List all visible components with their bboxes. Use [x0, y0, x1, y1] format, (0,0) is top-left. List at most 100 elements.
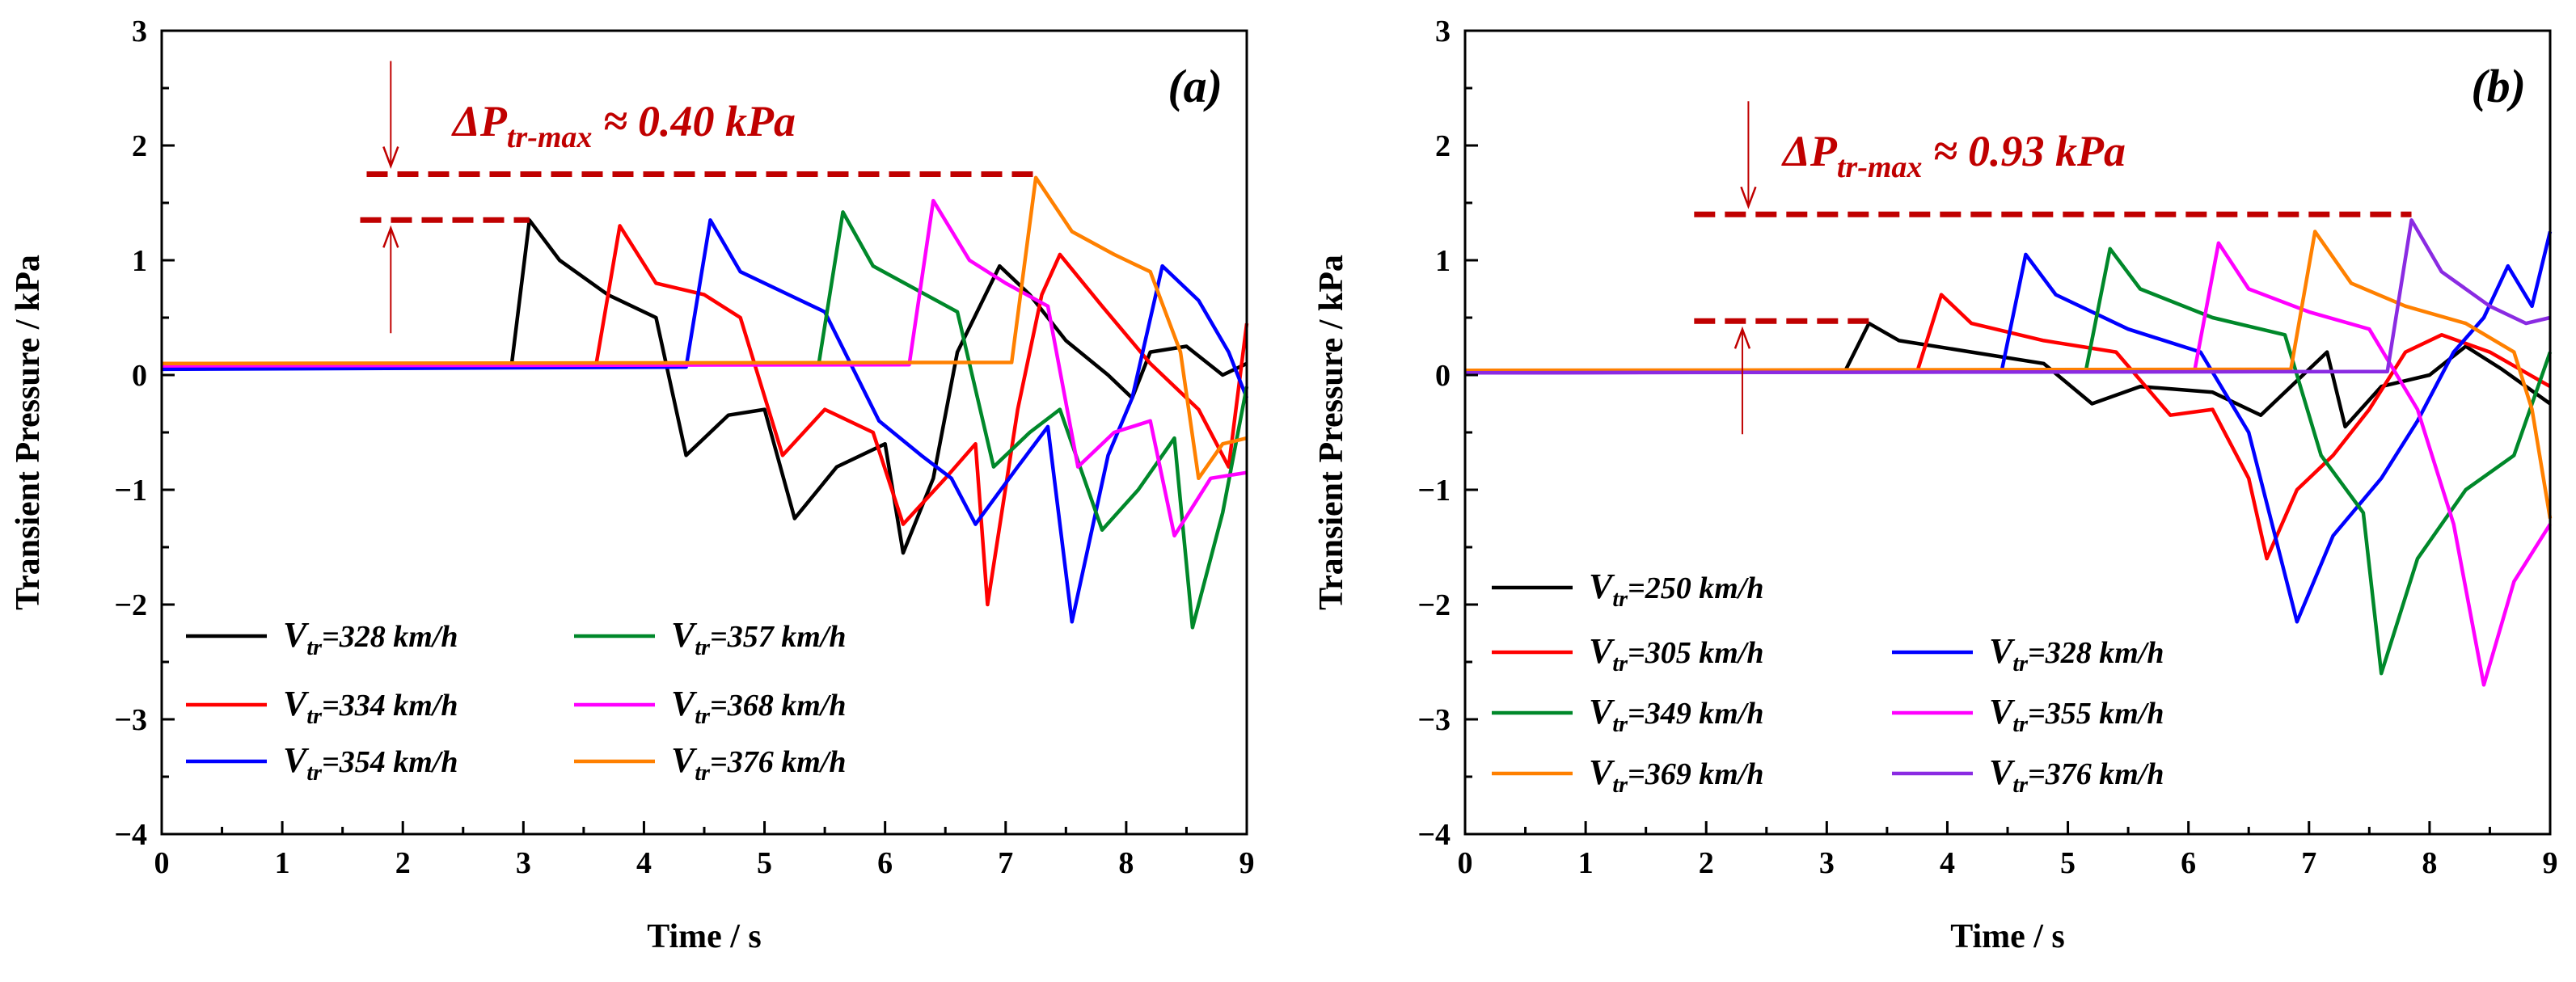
panel-b-legend-v: V [1989, 692, 2016, 731]
panel-a-y-axis-label: Transient Pressure / kPa [10, 255, 47, 610]
panel-b-y-axis-label: Transient Pressure / kPa [1313, 255, 1350, 610]
panel-b-legend-value: =355 km/h [2028, 697, 2164, 731]
panel-b-x-tick-label: 4 [1940, 846, 1955, 880]
panel-a-x-tick-label: 3 [516, 846, 531, 880]
panel-a-legend-entry-354: Vtr=354 km/h [283, 740, 458, 786]
panel-a-x-tick-label: 4 [636, 846, 652, 880]
panel-b-annotation-value: ≈ 0.93 kPa [1922, 127, 2126, 175]
panel-a-legend-value: =357 km/h [710, 620, 846, 654]
panel-b-annotation-delta: ΔP [1781, 127, 1838, 175]
panel-a-legend-value: =368 km/h [710, 689, 846, 723]
panel-b-up-arrow-head [1734, 326, 1751, 349]
panel-a-legend-entry-334: Vtr=334 km/h [283, 684, 458, 729]
panel-a-y-tick-label: −1 [114, 474, 147, 508]
panel-b-series-line-328 [1464, 230, 2553, 624]
panel-a-up-arrow-head [382, 225, 399, 248]
panel-b-y-tick-label: 2 [1435, 129, 1451, 163]
panel-b-legend-value: =349 km/h [1628, 697, 1763, 731]
panel-a-y-tick-label: −2 [114, 588, 147, 622]
panel-a-y-tick-label: 2 [132, 129, 147, 163]
panel-a-y-tick-label: −3 [114, 703, 147, 737]
panel-b-x-tick-label: 3 [1819, 846, 1835, 880]
panel-a-legend-v: V [283, 684, 310, 723]
panel-a-annotation-delta: ΔP [451, 97, 508, 145]
panel-b-legend-value: =328 km/h [2028, 636, 2164, 670]
panel-b-legend-sub: tr [1612, 587, 1628, 612]
panel-b-annotation-subscript: tr-max [1837, 150, 1923, 184]
panel-b-y-tick-label: −3 [1417, 703, 1451, 737]
panel-a-x-axis-label: Time / s [647, 918, 762, 955]
panel-a-series-line-376 [161, 175, 1248, 481]
panel-b-y-tick-label: 3 [1435, 15, 1451, 48]
panel-b-series-line-349 [1464, 247, 2553, 676]
panel-b-x-axis-label: Time / s [1950, 918, 2065, 955]
panel-a-annotation-value: ≈ 0.40 kPa [592, 97, 796, 145]
panel-a-x-tick-label: 8 [1118, 846, 1134, 880]
panel-a-legend-v: V [283, 740, 310, 780]
panel-b-legend-v: V [1589, 631, 1615, 671]
panel-b-y-tick-label: 0 [1435, 359, 1451, 393]
panel-a-y-tick-label: 0 [132, 359, 147, 393]
panel-b-series-line-376 [1464, 218, 2551, 375]
panel-a-legend-sub: tr [306, 704, 323, 729]
panel-a-series-line-334 [161, 224, 1249, 607]
panel-b-series-line-355 [1464, 241, 2552, 687]
panel-b-legend-value: =369 km/h [1628, 757, 1763, 791]
panel-b-legend-sub: tr [2012, 773, 2029, 798]
panel-b-y-tick-label: 1 [1435, 244, 1451, 278]
panel-b-y-tick-label: −1 [1417, 474, 1451, 508]
panel-a-annotation-subscript: tr-max [507, 120, 593, 154]
panel-b-legend-sub: tr [2012, 651, 2029, 676]
panel-b-legend-entry-349: Vtr=349 km/h [1589, 692, 1763, 737]
panel-a-legend-entry-368: Vtr=368 km/h [671, 684, 846, 729]
panel-b-y-tick-label: −4 [1417, 818, 1451, 852]
panel-a-delta-p-annotation: ΔPtr-max ≈ 0.40 kPa [451, 97, 796, 154]
panel-a-legend-entry-328: Vtr=328 km/h [283, 615, 458, 660]
panel-b-legend-v: V [1589, 692, 1615, 731]
panel-b-legend-v: V [1589, 752, 1615, 792]
panel-a-legend-entry-357: Vtr=357 km/h [671, 615, 846, 660]
panel-b-legend-sub: tr [2012, 712, 2029, 737]
panel-a-legend-entry-376: Vtr=376 km/h [671, 740, 846, 786]
panel-b-legend-entry-328: Vtr=328 km/h [1989, 631, 2164, 676]
panel-b-x-tick-label: 1 [1578, 846, 1594, 880]
panel-a-label: (a) [1168, 60, 1223, 112]
panel-a-legend-v: V [283, 615, 310, 655]
panel-a-legend-v: V [671, 615, 698, 655]
panel-b-down-arrow-head [1740, 186, 1757, 209]
panel-b-series-line-305 [1464, 293, 2552, 561]
panel-b-series-line-369 [1464, 230, 2553, 519]
panel-b-y-tick-label: −2 [1417, 588, 1451, 622]
panel-b-legend-entry-250: Vtr=250 km/h [1589, 567, 1763, 612]
panel-a-series-line-368 [161, 198, 1248, 538]
panel-b-legend-entry-355: Vtr=355 km/h [1989, 692, 2164, 737]
panel-b-x-tick-label: 7 [2301, 846, 2316, 880]
panel-a-legend-value: =328 km/h [322, 620, 458, 654]
panel-a-legend-sub: tr [695, 704, 711, 729]
panel-a-x-tick-label: 9 [1239, 846, 1255, 880]
panel-b-legend-sub: tr [1612, 773, 1628, 798]
panel-b-legend-value: =250 km/h [1628, 571, 1763, 605]
panel-a-y-tick-label: 1 [132, 244, 147, 278]
panel-b-legend-value: =305 km/h [1628, 636, 1763, 670]
panel-a-x-tick-label: 2 [395, 846, 411, 880]
panel-b-legend-entry-305: Vtr=305 km/h [1589, 631, 1763, 676]
panel-a-down-arrow-head [382, 146, 399, 170]
panel-b-legend-entry-369: Vtr=369 km/h [1589, 752, 1763, 798]
panel-b-label: (b) [2471, 60, 2526, 112]
panel-a-legend-v: V [671, 684, 698, 723]
panel-b-x-tick-label: 9 [2543, 846, 2558, 880]
panel-b-series-line-250 [1464, 321, 2552, 429]
panel-b-legend-sub: tr [1612, 651, 1628, 676]
panel-b-x-tick-label: 8 [2422, 846, 2437, 880]
panel-a-legend-value: =376 km/h [710, 745, 846, 779]
panel-b-legend-value: =376 km/h [2028, 757, 2164, 791]
panel-a-x-tick-label: 1 [275, 846, 290, 880]
panel-b-x-tick-label: 5 [2060, 846, 2076, 880]
panel-a-x-tick-label: 0 [154, 846, 170, 880]
panel-b-legend-sub: tr [1612, 712, 1628, 737]
panel-a-series-line-354 [161, 218, 1249, 624]
panel-b-chart: 0 1 2 3 4 5 6 7 8 9 −4 −3 −2 −1 0 1 2 3 Time / s Transient … [1313, 15, 2558, 955]
panel-b-legend-entry-376: Vtr=376 km/h [1989, 752, 2164, 798]
panel-a-series-line-328 [161, 218, 1248, 555]
